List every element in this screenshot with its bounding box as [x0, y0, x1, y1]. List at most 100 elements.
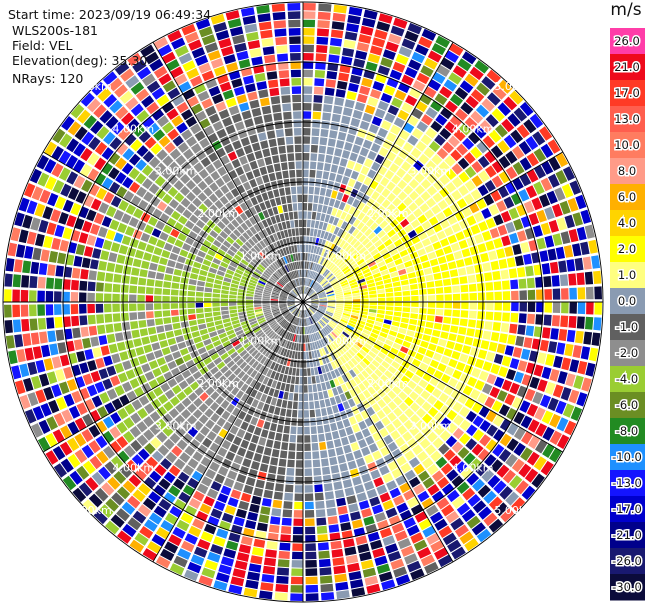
velocity-gate: [313, 392, 319, 401]
velocity-gate: [494, 302, 502, 311]
velocity-gate: [273, 440, 281, 450]
velocity-gate: [358, 420, 367, 430]
velocity-gate: [320, 213, 326, 222]
velocity-gate: [220, 302, 229, 307]
velocity-gate: [558, 260, 567, 273]
range-ring-label: 2.00km: [367, 377, 409, 390]
velocity-gate: [330, 361, 337, 370]
velocity-gate: [450, 325, 459, 334]
velocity-gate: [343, 203, 351, 213]
range-ring-label: 5.00km: [70, 80, 112, 93]
velocity-gate: [465, 438, 478, 451]
velocity-gate: [364, 104, 376, 115]
velocity-gate: [271, 292, 280, 296]
velocity-gate: [299, 310, 302, 318]
velocity-gate: [320, 339, 326, 347]
velocity-gate: [127, 495, 141, 509]
velocity-gate: [131, 454, 144, 467]
velocity-gate: [374, 239, 383, 248]
velocity-gate: [304, 310, 307, 318]
velocity-gate: [246, 571, 260, 581]
velocity-gate: [238, 262, 247, 269]
velocity-gate: [240, 222, 249, 231]
velocity-gate: [275, 171, 283, 180]
velocity-gate: [199, 118, 211, 129]
velocity-gate: [277, 328, 284, 335]
velocity-gate: [287, 298, 295, 301]
velocity-gate: [367, 282, 376, 288]
velocity-gate: [543, 314, 552, 326]
velocity-gate: [27, 361, 38, 376]
velocity-gate: [334, 246, 342, 255]
velocity-gate: [248, 334, 256, 341]
velocity-gate: [314, 273, 319, 281]
velocity-gate: [4, 304, 12, 318]
velocity-gate: [330, 164, 339, 173]
velocity-gate: [226, 236, 235, 245]
velocity-gate: [91, 395, 103, 408]
velocity-gate: [593, 317, 602, 331]
velocity-gate: [153, 129, 166, 141]
velocity-gate: [270, 516, 281, 525]
velocity-gate: [401, 317, 409, 324]
velocity-gate: [482, 330, 492, 340]
velocity-gate: [314, 187, 320, 195]
velocity-gate: [199, 503, 212, 515]
velocity-gate: [74, 433, 87, 447]
velocity-gate: [177, 232, 187, 242]
velocity-gate: [243, 272, 251, 279]
velocity-gate: [482, 262, 491, 272]
velocity-gate: [106, 205, 117, 218]
velocity-gate: [322, 474, 332, 484]
velocity-gate: [205, 282, 214, 288]
velocity-gate: [177, 341, 187, 350]
velocity-gate: [167, 87, 181, 100]
velocity-gate: [275, 270, 282, 278]
velocity-gate: [288, 211, 294, 220]
velocity-gate: [312, 282, 318, 289]
velocity-gate: [224, 344, 234, 352]
velocity-gate: [308, 279, 312, 287]
velocity-gate: [383, 319, 392, 325]
velocity-gate: [351, 144, 361, 154]
velocity-gate: [326, 223, 332, 232]
velocity-gate: [357, 173, 366, 183]
colorbar-tick-label: 4.0: [618, 216, 636, 230]
velocity-gate: [332, 245, 339, 253]
velocity-gate: [304, 326, 307, 335]
velocity-gate: [74, 376, 86, 389]
velocity-gate: [240, 393, 249, 403]
velocity-gate: [274, 406, 281, 416]
velocity-gate: [368, 286, 376, 291]
colorbar-tick-label: 10.0: [614, 138, 640, 152]
velocity-gate: [286, 313, 292, 320]
velocity-gate: [351, 266, 360, 273]
velocity-gate: [100, 345, 110, 356]
velocity-gate: [460, 467, 474, 480]
velocity-gate: [290, 292, 297, 298]
velocity-gate: [230, 489, 242, 500]
velocity-gate: [382, 49, 396, 60]
velocity-gate: [309, 306, 316, 312]
velocity-gate: [489, 227, 500, 239]
velocity-gate: [470, 146, 483, 159]
velocity-gate: [555, 152, 569, 168]
velocity-gate: [198, 62, 212, 74]
velocity-gate: [260, 29, 273, 39]
velocity-gate: [363, 253, 372, 261]
velocity-gate: [111, 492, 125, 506]
velocity-gate: [274, 345, 281, 354]
velocity-gate: [280, 534, 291, 543]
velocity-gate: [71, 279, 79, 291]
velocity-gate: [335, 307, 344, 311]
velocity-gate: [289, 169, 296, 178]
velocity-gate: [262, 305, 271, 309]
velocity-gate: [331, 113, 341, 123]
velocity-gate: [398, 391, 408, 401]
velocity-gate: [419, 203, 430, 213]
velocity-gate: [47, 330, 57, 343]
velocity-gate: [410, 307, 419, 313]
velocity-gate: [171, 246, 181, 255]
velocity-gate: [353, 344, 361, 351]
velocity-gate: [235, 147, 245, 158]
